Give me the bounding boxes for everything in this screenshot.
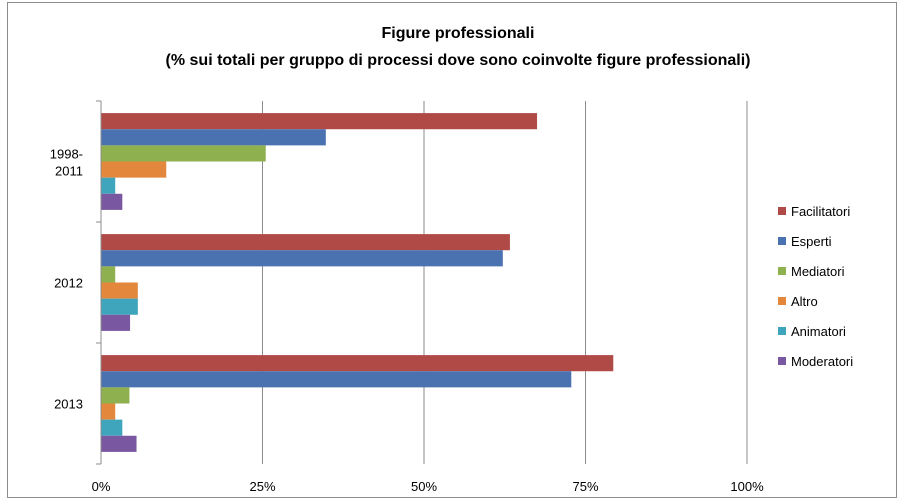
legend-label: Facilitatori [791, 204, 850, 219]
bar-mediatori [101, 387, 130, 404]
bar-esperti [101, 129, 326, 146]
bar-moderatori [101, 314, 131, 331]
gridlines [262, 101, 748, 464]
bar-mediatori [101, 266, 116, 283]
legend-label: Moderatori [791, 354, 853, 369]
x-tick-label: 0% [92, 479, 111, 494]
bar-moderatori [101, 193, 123, 210]
bar-facilitatori [101, 355, 614, 372]
bars [101, 113, 614, 452]
x-tick-label: 75% [572, 479, 598, 494]
legend-label: Animatori [791, 324, 846, 339]
x-tick-label: 100% [730, 479, 764, 494]
legend-swatch [778, 267, 786, 275]
bar-esperti [101, 250, 503, 267]
bar-moderatori [101, 435, 137, 452]
chart-title: Figure professionali [382, 25, 535, 42]
legend-swatch [778, 237, 786, 245]
legend-swatch [778, 357, 786, 365]
x-tick-label: 25% [249, 479, 275, 494]
legend: Facilitatori Esperti Mediatori Altro Animato… [778, 204, 853, 369]
bar-esperti [101, 371, 572, 388]
y-category-label: 2013 [54, 397, 83, 412]
bar-animatori [101, 419, 123, 436]
bar-chart: Figure professionali (% sui totali per g… [50, 25, 853, 494]
legend-swatch [778, 327, 786, 335]
chart-frame: Figure professionali (% sui totali per g… [7, 2, 897, 498]
bar-animatori [101, 177, 116, 194]
x-tick-label: 50% [411, 479, 437, 494]
chart-subtitle: (% sui totali per gruppo di processi dov… [166, 52, 751, 69]
y-category-label: 1998-2011 [50, 147, 83, 179]
bar-altro [101, 403, 116, 420]
legend-label: Esperti [791, 234, 832, 249]
legend-label: Altro [791, 294, 818, 309]
bar-altro [101, 282, 138, 299]
axes: 0% 25% 50% 75% 100% 1998-2011 2012 2013 [50, 100, 764, 494]
legend-label: Mediatori [791, 264, 845, 279]
legend-swatch [778, 297, 786, 305]
bar-facilitatori [101, 234, 510, 251]
legend-swatch [778, 207, 786, 215]
y-category-label: 2012 [54, 276, 83, 291]
bar-animatori [101, 298, 138, 315]
bar-altro [101, 161, 167, 178]
bar-facilitatori [101, 113, 538, 130]
bar-mediatori [101, 145, 266, 162]
